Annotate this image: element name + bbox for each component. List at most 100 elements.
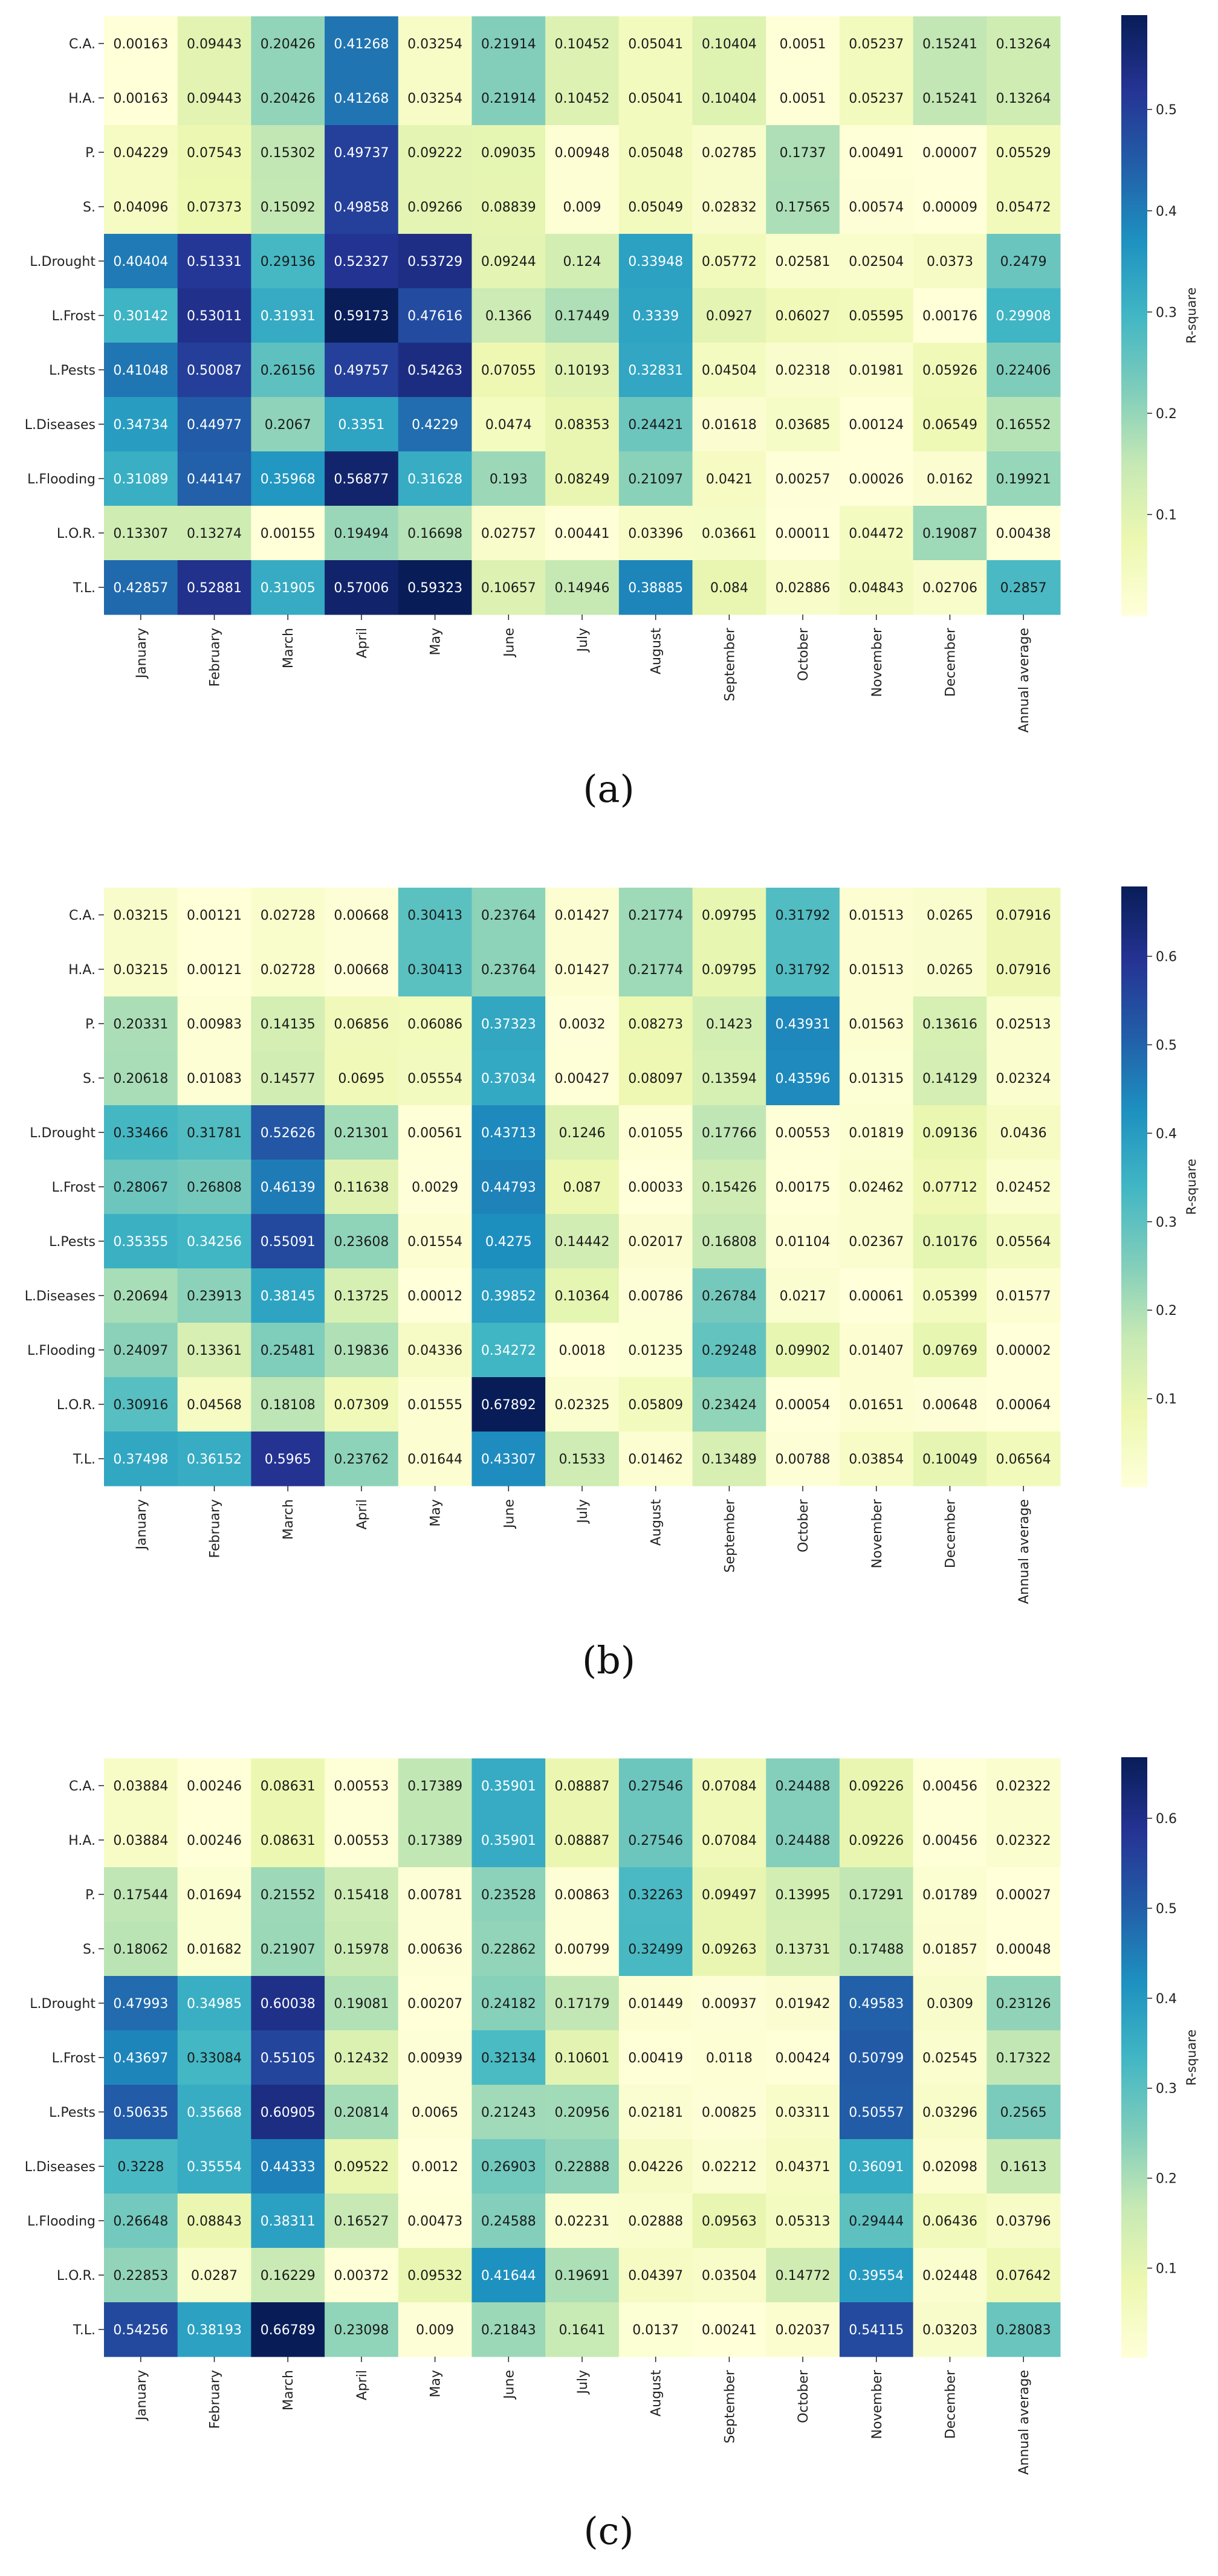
row-label: L.Diseases: [25, 1289, 96, 1304]
heatmap-cell: [177, 1160, 251, 1215]
cell-value-label: 0.16698: [407, 526, 462, 541]
heatmap-cell: [471, 234, 546, 289]
cell-value-label: 0.04229: [113, 146, 168, 161]
heatmap-cell: [986, 2139, 1061, 2194]
heatmap-cell: [766, 560, 840, 615]
cell-value-label: 0.24488: [776, 1779, 831, 1794]
heatmap-cell: [839, 506, 914, 561]
heatmap-cell: [325, 1214, 399, 1269]
heatmap-cell: [839, 1867, 914, 1922]
heatmap-cell: [104, 1922, 178, 1977]
cell-value-label: 0.49583: [849, 1997, 904, 2012]
cell-value-label: 0.087: [563, 1180, 601, 1195]
heatmap-cell: [913, 2085, 987, 2140]
cell-value-label: 0.03685: [776, 418, 831, 433]
heatmap-cell: [766, 1922, 840, 1977]
cell-value-label: 0.00176: [922, 309, 977, 324]
heatmap-cell: [986, 397, 1061, 452]
column-label: August: [649, 1499, 664, 1546]
cell-value-label: 0.01555: [407, 1398, 462, 1413]
cell-value-label: 0.36091: [849, 2160, 904, 2175]
heatmap-cell: [177, 1377, 251, 1432]
heatmap-cell: [545, 16, 620, 71]
cell-value-label: 0.00983: [187, 1017, 242, 1032]
heatmap-cell: [692, 125, 766, 180]
heatmap-cell: [545, 2193, 620, 2248]
cell-value-label: 0.50087: [187, 363, 242, 378]
heatmap-cell: [471, 888, 546, 943]
row-label: L.Drought: [30, 254, 96, 270]
heatmap-cell: [766, 506, 840, 561]
heatmap-cell: [692, 1377, 766, 1432]
cell-value-label: 0.1246: [559, 1126, 606, 1141]
heatmap-cell: [986, 506, 1061, 561]
heatmap-cell: [104, 1160, 178, 1215]
cell-value-label: 0.01235: [628, 1343, 683, 1358]
heatmap-cell: [251, 71, 325, 126]
cell-value-label: 0.2479: [1000, 254, 1047, 270]
heatmap-cell: [692, 2302, 766, 2357]
cell-value-label: 0.02462: [849, 1180, 904, 1195]
cell-value-label: 0.53729: [407, 254, 462, 270]
heatmap-cell: [325, 888, 399, 943]
cell-value-label: 0.55091: [261, 1235, 316, 1250]
heatmap-cell: [839, 71, 914, 126]
row-label: H.A.: [68, 963, 96, 978]
cell-value-label: 0.05595: [849, 309, 904, 324]
cell-value-label: 0.21243: [481, 2105, 536, 2120]
cell-value-label: 0.00002: [996, 1343, 1051, 1358]
heatmap-cell: [618, 1758, 693, 1813]
heatmap-cell: [104, 942, 178, 997]
column-label: November: [870, 2369, 885, 2439]
cell-value-label: 0.60038: [261, 1997, 316, 2012]
colorbar-tick-label: 0.6: [1156, 1812, 1177, 1827]
column-label: June: [502, 628, 517, 658]
cell-value-label: 0.1613: [1000, 2160, 1047, 2175]
heatmap-cell: [766, 2139, 840, 2194]
cell-value-label: 0.00491: [849, 146, 904, 161]
cell-value-label: 0.44977: [187, 418, 242, 433]
column-label: January: [134, 628, 149, 679]
heatmap-cell: [471, 2030, 546, 2085]
column-label: November: [870, 1499, 885, 1568]
cell-value-label: 0.13264: [996, 37, 1051, 52]
cell-value-label: 0.16229: [261, 2268, 316, 2284]
heatmap-cell: [692, 179, 766, 234]
cell-value-label: 0.17322: [996, 2051, 1051, 2066]
column-label: Annual average: [1017, 2370, 1032, 2475]
heatmap-cell: [618, 1922, 693, 1977]
cell-value-label: 0.01462: [628, 1452, 683, 1467]
heatmap-cell: [618, 2030, 693, 2085]
cell-value-label: 0.29444: [849, 2214, 904, 2229]
cell-value-label: 0.43931: [776, 1017, 831, 1032]
column-label: July: [575, 1499, 591, 1525]
heatmap-cell: [545, 343, 620, 398]
cell-value-label: 0.14129: [922, 1071, 977, 1086]
cell-value-label: 0.15092: [261, 200, 316, 215]
cell-value-label: 0.00064: [996, 1398, 1051, 1413]
cell-value-label: 0.01651: [849, 1398, 904, 1413]
cell-value-label: 0.32831: [628, 363, 683, 378]
heatmap-cell: [471, 1214, 546, 1269]
heatmap-cell: [104, 2302, 178, 2357]
heatmap-cell: [471, 1813, 546, 1868]
heatmap-cell: [839, 343, 914, 398]
heatmap-cell: [471, 1432, 546, 1487]
cell-value-label: 0.00061: [849, 1289, 904, 1304]
heatmap-cell: [766, 1160, 840, 1215]
panel-caption: (c): [583, 2509, 633, 2553]
cell-value-label: 0.09532: [407, 2268, 462, 2284]
cell-value-label: 0.00553: [776, 1126, 831, 1141]
column-label: June: [502, 1499, 517, 1529]
heatmap-cell: [251, 1377, 325, 1432]
heatmap-cell: [471, 1105, 546, 1160]
cell-value-label: 0.03884: [113, 1779, 168, 1794]
heatmap-cell: [251, 125, 325, 180]
cell-value-label: 0.0436: [1000, 1126, 1047, 1141]
heatmap-cell: [104, 2248, 178, 2303]
heatmap-cell: [177, 560, 251, 615]
heatmap-cell: [398, 343, 472, 398]
cell-value-label: 0.14577: [261, 1071, 316, 1086]
heatmap-cell: [471, 2193, 546, 2248]
cell-value-label: 0.15241: [922, 91, 977, 106]
